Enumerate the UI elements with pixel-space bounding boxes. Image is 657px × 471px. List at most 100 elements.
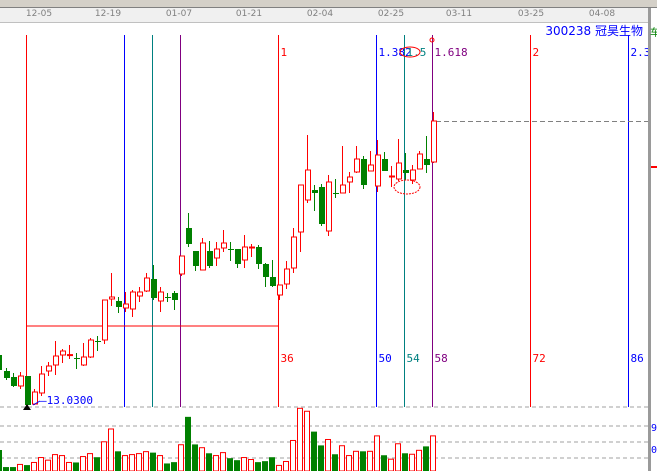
fib-ratio-label: 2 [533, 46, 540, 59]
candle-body-up [158, 291, 164, 302]
volume-bar-up [388, 458, 394, 471]
volume-bar-up [45, 459, 51, 471]
candle-body-down [25, 376, 31, 405]
volume-bar-up [339, 445, 345, 471]
candle-body-up [221, 242, 227, 249]
candle-body-down [193, 251, 199, 266]
volume-bar-down [171, 462, 177, 471]
candle-body-up [32, 391, 38, 405]
candle-body-up [410, 169, 416, 181]
candle-body-up [67, 354, 73, 357]
candle-body-up [431, 120, 437, 163]
volume-bar-down [255, 462, 261, 471]
candle-body-up [39, 373, 45, 394]
candle-body-up [18, 375, 24, 387]
candle-body-up [368, 164, 374, 172]
candle-body-up [291, 236, 297, 269]
stock-title: 300238 冠昊生物 [545, 22, 643, 39]
volume-bar-up [325, 438, 331, 471]
low-marker-leader [32, 400, 41, 406]
date-tick: 02-25 [377, 9, 405, 19]
volume-bar-up [304, 410, 310, 471]
candle-body-up [102, 299, 108, 341]
date-tick: 04-08 [588, 9, 616, 19]
candle-body-up [298, 184, 304, 233]
volume-bar-down [24, 465, 30, 471]
volume-bar-up [59, 455, 65, 471]
volume-bar-up [38, 457, 44, 471]
volume-bar-up [66, 461, 72, 471]
annotation-dot [429, 37, 435, 43]
volume-bar-up [157, 455, 163, 471]
candle-body-up [347, 176, 353, 183]
volume-bar-up [178, 444, 184, 471]
fib-ratio-label: 1 [281, 46, 288, 59]
fib-count-label: 50 [379, 352, 392, 365]
candle-body-up [214, 248, 220, 259]
candle-body-down [263, 264, 269, 277]
candle-body-down [312, 190, 318, 193]
candle-body-down [186, 228, 192, 244]
volume-bar-down [185, 416, 191, 471]
candle-body-up [249, 246, 255, 249]
volume-bar-down [115, 451, 121, 471]
volume-bar-down [269, 457, 275, 471]
volume-bar-up [374, 435, 380, 471]
date-axis: 12-05 12-19 01-07 01-21 02-04 02-25 03-1… [0, 8, 648, 23]
volume-bar-up [346, 455, 352, 471]
candle-body-up [396, 162, 402, 180]
candle-partial [0, 355, 2, 370]
candle-body-down [270, 277, 276, 286]
candle-body-up [326, 181, 332, 232]
volume-bar-up [241, 457, 247, 471]
volume-bar-up [31, 461, 37, 471]
volume-bar-up [87, 453, 93, 471]
candle-body-up [354, 158, 360, 173]
volume-bar-up [143, 451, 149, 471]
candle-body-up [137, 291, 143, 297]
toolbar-strip [0, 0, 657, 8]
candle-body-down [172, 293, 178, 300]
date-tick: 01-07 [165, 9, 193, 19]
candle-body-down [382, 159, 388, 171]
volume-bar-down [94, 457, 100, 471]
candle-body-up [375, 154, 381, 187]
fib-count-label: 58 [435, 352, 448, 365]
stock-code: 300238 [545, 24, 592, 38]
candle-body-down [333, 193, 339, 194]
low-marker-triangle-icon [23, 404, 31, 410]
volume-bar-up [276, 464, 282, 471]
fib-count-label: 54 [407, 352, 421, 365]
volume-bar-up [213, 455, 219, 471]
volume-bar-up [17, 463, 23, 471]
volume-bar-down [311, 431, 317, 471]
volume-bar-up [248, 459, 254, 471]
volume-bar-up [416, 449, 422, 471]
candle-body-up [417, 153, 423, 170]
volume-bar-down [73, 462, 79, 471]
low-price-label: —13.0300 [40, 394, 93, 407]
candle-body-down [319, 187, 325, 224]
candle-body-up [179, 255, 185, 275]
volume-bar-down [262, 461, 268, 471]
volume-bar-up [297, 407, 303, 471]
candle-body-up [109, 296, 115, 300]
volume-bar-up [283, 460, 289, 471]
candle-body-down [403, 170, 409, 173]
volume-bar-down [318, 445, 324, 471]
candle-body-up [53, 355, 59, 366]
candle-body-down [11, 377, 17, 386]
candle-body-down [207, 251, 213, 266]
candle-body-up [88, 339, 94, 358]
candle-body-down [4, 371, 10, 378]
candle-body-down [151, 279, 157, 298]
volume-bar-down [381, 455, 387, 471]
price-marker [651, 166, 657, 168]
fib-count-label: 86 [631, 352, 644, 365]
candle-body-up [81, 356, 87, 366]
volume-bar-up [122, 455, 128, 471]
date-tick: 03-11 [445, 9, 473, 19]
volume-bar-partial [0, 450, 2, 471]
candle-body-up [340, 184, 346, 194]
